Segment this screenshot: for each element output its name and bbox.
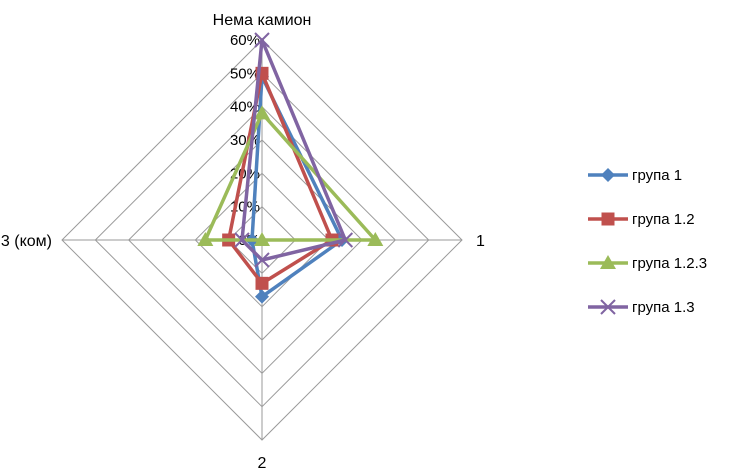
legend-label: група 1.2 <box>632 211 695 228</box>
legend-marker <box>600 255 616 269</box>
data-point <box>197 232 214 246</box>
legend-marker <box>601 212 615 226</box>
data-point <box>255 289 269 304</box>
category-label: Нема камион <box>213 12 312 29</box>
category-labels: Нема камион 1 2 3 (ком) <box>1 12 485 472</box>
data-point <box>255 276 269 290</box>
data-point <box>254 32 270 48</box>
legend-item: група 1 <box>588 167 682 184</box>
legend-label: група 1.2.3 <box>632 255 707 272</box>
series-3 <box>234 32 354 268</box>
legend-label: група 1 <box>632 167 682 184</box>
legend-marker <box>600 299 616 315</box>
legend-item: група 1.3 <box>588 299 695 316</box>
legend-item: група 1.2 <box>588 211 695 228</box>
legend: група 1 група 1.2 група 1.2.3 група 1.3 <box>588 167 707 316</box>
legend-marker <box>601 168 615 182</box>
category-label: 2 <box>258 455 267 472</box>
legend-label: група 1.3 <box>632 299 695 316</box>
data-point <box>367 232 384 246</box>
legend-item: група 1.2.3 <box>588 255 707 272</box>
data-point <box>254 232 270 246</box>
data-series <box>197 32 384 304</box>
radial-tick-label: 60% <box>230 32 260 49</box>
data-point <box>337 232 354 248</box>
radial-tick-label: 50% <box>230 65 260 82</box>
data-point <box>254 252 270 268</box>
radar-grid <box>61 39 463 441</box>
category-label: 3 (ком) <box>1 233 52 250</box>
data-point <box>254 105 270 120</box>
radial-tick-label: 40% <box>230 99 260 116</box>
data-point <box>234 232 250 248</box>
series-2 <box>197 105 384 246</box>
radial-tick-label: 30% <box>230 132 260 149</box>
category-label: 1 <box>476 233 485 250</box>
